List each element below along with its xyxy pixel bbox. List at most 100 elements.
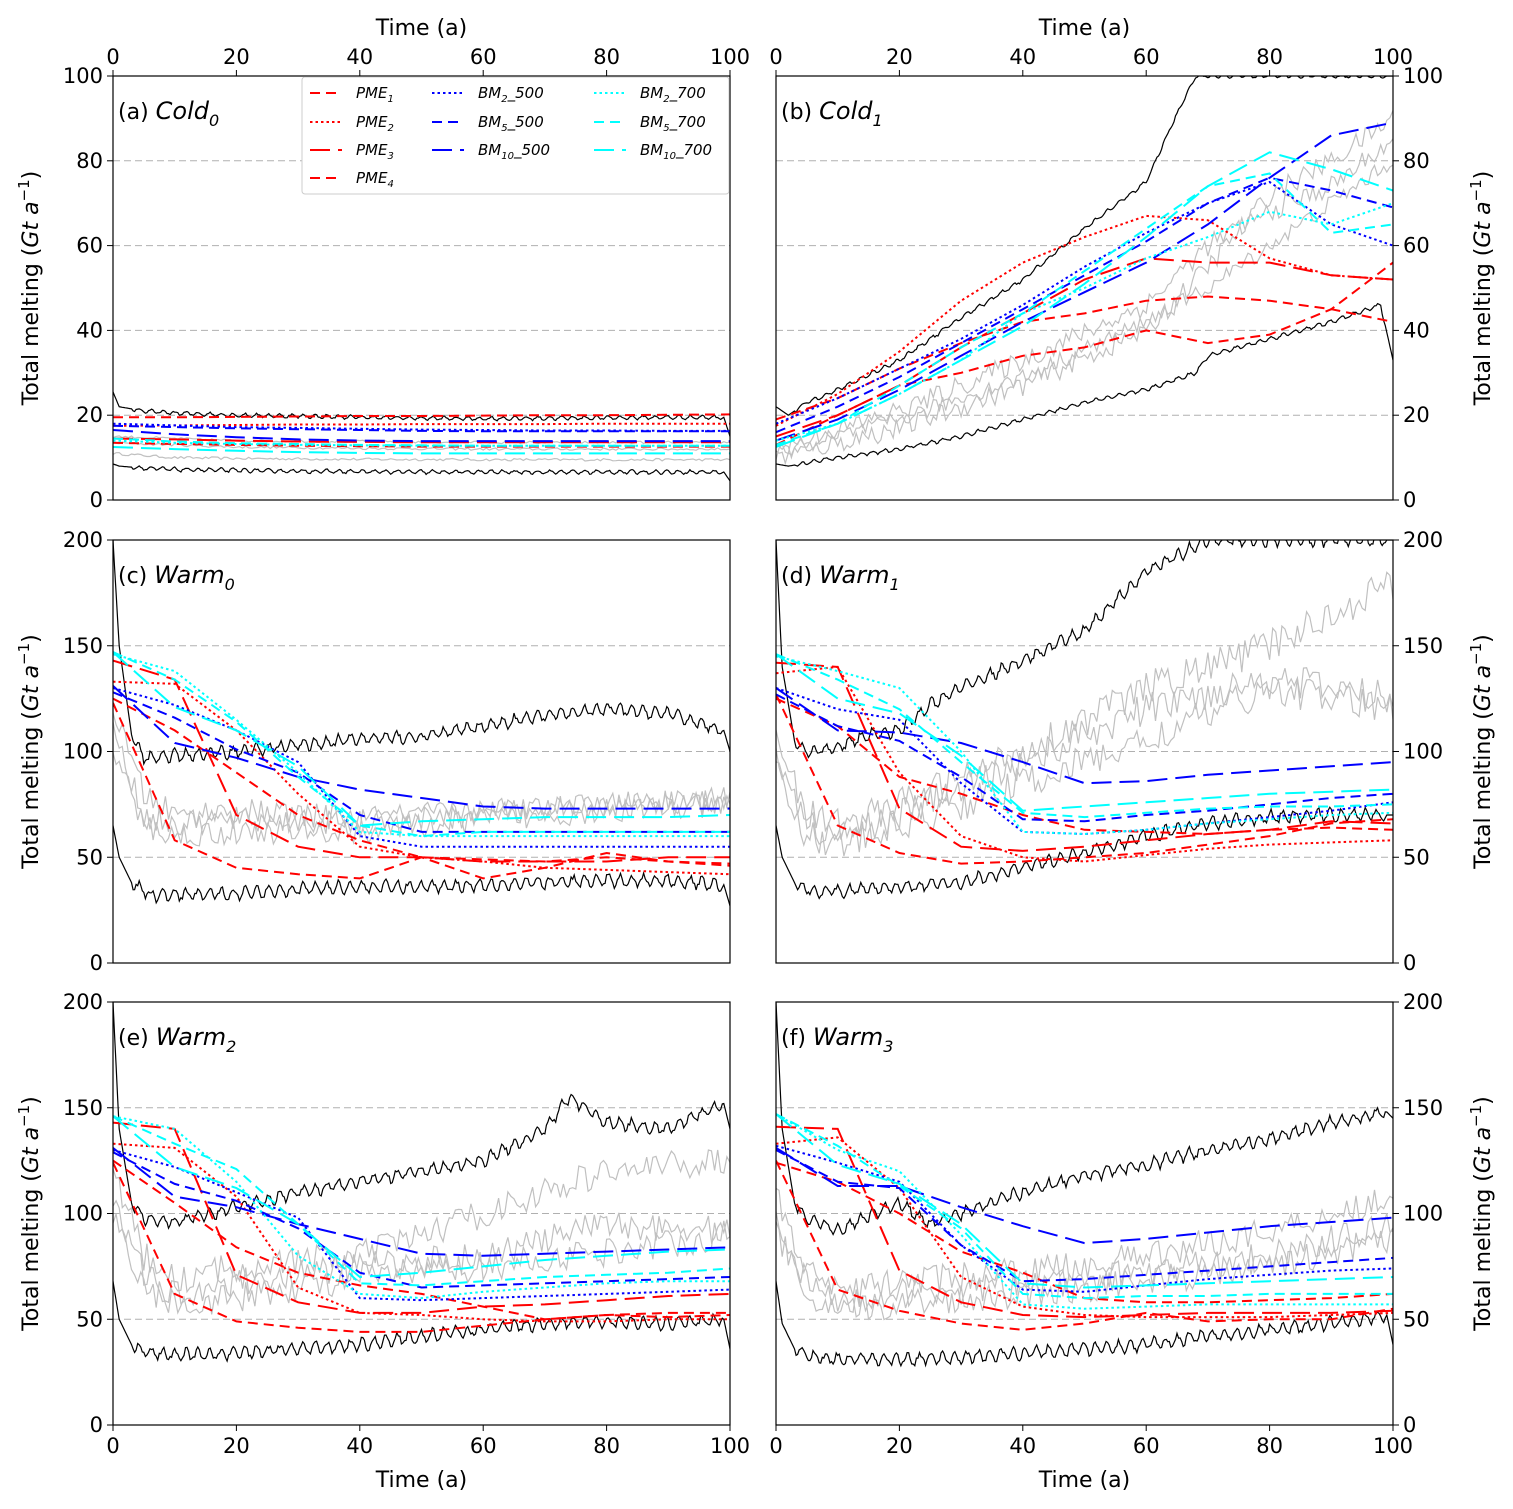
x-tick-label: 100 xyxy=(1373,1434,1413,1458)
legend-label-pme-2: PME2 xyxy=(356,113,394,134)
series-pme-2 xyxy=(113,422,730,427)
x-tick-label: 40 xyxy=(1009,1434,1036,1458)
x-tick-label: 0 xyxy=(106,45,119,69)
legend-label-bm-2-700: BM2_700 xyxy=(640,84,706,105)
y-tick-label: 80 xyxy=(1403,149,1430,173)
x-tick-label: 40 xyxy=(346,45,373,69)
series-bm-10-500 xyxy=(113,685,730,810)
observation-upper-line xyxy=(113,540,730,766)
x-tick-label: 40 xyxy=(1009,45,1036,69)
x-tick-label: 20 xyxy=(223,45,250,69)
ensemble-line-1 xyxy=(776,138,1393,460)
series-bm-10-500 xyxy=(776,687,1393,785)
y-tick-label: 100 xyxy=(63,64,103,88)
y-tick-label: 100 xyxy=(1403,1202,1443,1226)
axes-frame xyxy=(112,75,731,501)
plot-area xyxy=(776,1002,1393,1368)
series-bm-5-700 xyxy=(113,1115,730,1287)
x-tick-label: 80 xyxy=(1256,45,1283,69)
y-tick-label: 50 xyxy=(76,845,103,869)
series-bm-5-700 xyxy=(776,653,1393,819)
legend-label-pme-1: PME1 xyxy=(356,84,394,105)
x-tick-label: 60 xyxy=(1133,1434,1160,1458)
observation-lower-line xyxy=(776,805,1393,900)
legend-box xyxy=(301,76,730,195)
y-tick-label: 100 xyxy=(63,740,103,764)
y-tick-label: 50 xyxy=(76,1307,103,1331)
legend: PME1 PME2 PME3 PME4 BM2_500 BM5_500 BM10_500 BM… xyxy=(301,76,730,195)
y-tick-label: 0 xyxy=(1403,951,1416,975)
panel-f: 0 50 100 150 200 Total melting (Gt a−1) 0 20 40 6… xyxy=(769,990,1496,1493)
series-pme-2 xyxy=(776,1136,1393,1319)
y-axis-label: Total melting (Gt a−1) xyxy=(1467,1096,1496,1332)
ensemble-line-1 xyxy=(113,441,730,451)
y-tick-label: 0 xyxy=(90,951,103,975)
x-tick-label: 60 xyxy=(470,45,497,69)
series-bm-10-500 xyxy=(113,1147,730,1257)
series-bm-10-700 xyxy=(113,651,730,827)
series-bm-10-500 xyxy=(776,1147,1393,1245)
series-pme-1 xyxy=(113,1159,730,1321)
series-pme-3 xyxy=(113,437,730,444)
series-pme-4 xyxy=(776,261,1393,446)
series-bm-2-500 xyxy=(776,1144,1393,1293)
y-tick-label: 60 xyxy=(1403,234,1430,258)
x-tick-label: 40 xyxy=(346,1434,373,1458)
series-bm-5-500 xyxy=(113,1151,730,1289)
series-bm-2-500 xyxy=(113,687,730,848)
y-axis-label: Total melting (Gt a−1) xyxy=(15,634,44,870)
ensemble-line-2 xyxy=(113,752,730,847)
series-pme-1 xyxy=(776,295,1393,421)
series-bm-5-700 xyxy=(113,437,730,447)
series-pme-1 xyxy=(113,413,730,419)
observation-lower-line xyxy=(113,1281,730,1363)
x-axis-label: Time (a) xyxy=(1038,16,1130,41)
y-tick-label: 150 xyxy=(1403,634,1443,658)
ensemble-line-0 xyxy=(113,451,730,462)
series-pme-2 xyxy=(113,680,730,876)
ensemble-line-0 xyxy=(776,110,1393,466)
legend-label-pme-3: PME3 xyxy=(356,141,394,162)
x-axis-label: Time (a) xyxy=(375,16,467,41)
y-tick-label: 200 xyxy=(1403,990,1443,1014)
panel-e: 0 50 100 150 200 Total melting (Gt a−1) 0 20 40 6… xyxy=(15,990,750,1493)
series-bm-10-500 xyxy=(113,429,730,443)
axes-frame xyxy=(775,75,1394,501)
plot-area xyxy=(113,540,730,907)
ensemble-line-0 xyxy=(776,571,1393,840)
panel-title: (e) Warm2 xyxy=(118,1023,236,1056)
x-axis-label: Time (a) xyxy=(375,1468,467,1493)
series-bm-2-700 xyxy=(113,1115,730,1300)
observation-lower-line xyxy=(776,302,1393,467)
series-bm-10-500 xyxy=(776,121,1393,442)
observation-upper-line xyxy=(776,1002,1393,1236)
y-tick-label: 0 xyxy=(90,488,103,512)
panel-title: (b) Cold1 xyxy=(781,97,883,130)
observation-lower-line xyxy=(113,825,730,907)
series-pme-2 xyxy=(776,214,1393,427)
series-pme-2 xyxy=(776,665,1393,863)
x-tick-label: 80 xyxy=(1256,1434,1283,1458)
y-tick-label: 150 xyxy=(1403,1096,1443,1120)
x-tick-label: 60 xyxy=(470,1434,497,1458)
ensemble-line-1 xyxy=(776,667,1393,846)
panel-title: (d) Warm1 xyxy=(781,561,900,594)
panel-title: (c) Warm0 xyxy=(118,561,235,594)
plot-area xyxy=(113,1002,730,1363)
y-tick-label: 20 xyxy=(76,403,103,427)
y-tick-label: 150 xyxy=(63,1096,103,1120)
series-bm-2-700 xyxy=(113,653,730,838)
y-tick-label: 200 xyxy=(63,990,103,1014)
series-bm-2-500 xyxy=(113,422,730,432)
series-pme-1 xyxy=(776,697,1393,836)
x-tick-label: 20 xyxy=(223,1434,250,1458)
observation-upper-line xyxy=(113,1002,730,1230)
x-tick-label: 80 xyxy=(593,45,620,69)
series-bm-10-700 xyxy=(113,1115,730,1279)
x-tick-label: 60 xyxy=(1133,45,1160,69)
ensemble-line-0 xyxy=(113,712,730,832)
series-bm-5-500 xyxy=(776,693,1393,823)
panel-title: (f) Warm3 xyxy=(781,1023,893,1056)
x-tick-label: 20 xyxy=(886,1434,913,1458)
